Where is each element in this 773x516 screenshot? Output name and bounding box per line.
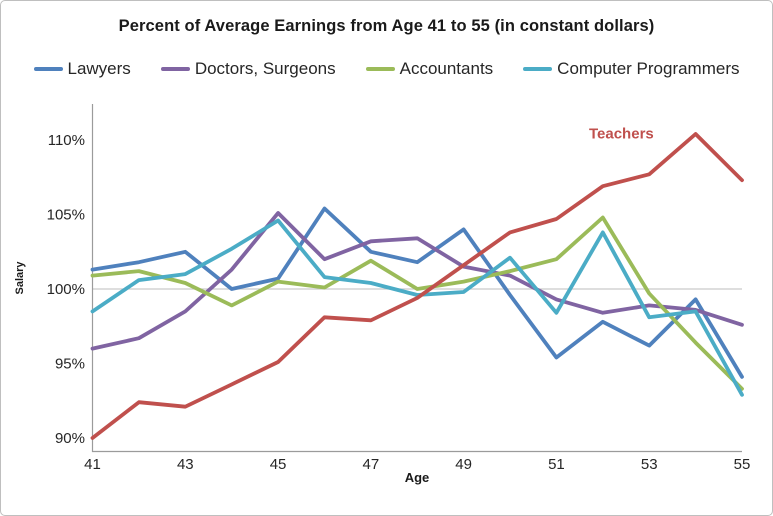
chart-title: Percent of Average Earnings from Age 41 … [118, 17, 655, 35]
x-tick-label: 51 [548, 456, 565, 473]
line-swatch-accountants-icon [365, 66, 395, 72]
series-line-doctors-surgeons [90, 211, 744, 351]
line-swatch-lawyers-icon [33, 66, 63, 72]
series-line-lawyers [90, 206, 744, 379]
legend-item-doctors-surgeons: Doctors, Surgeons [160, 59, 336, 79]
axis-lines [91, 104, 742, 453]
x-tick-label: 41 [84, 456, 101, 473]
y-tick-label: 90% [55, 430, 85, 447]
legend-item-lawyers: Lawyers [33, 59, 131, 79]
series-line-computer-programmers [90, 218, 744, 397]
x-tick-label: 47 [363, 456, 380, 473]
teachers-series-label: Teachers [589, 126, 654, 143]
x-tick-label: 55 [734, 456, 751, 473]
x-tick-label: 45 [270, 456, 287, 473]
line-swatch-programmers-icon [523, 66, 553, 72]
y-tick-label: 95% [55, 356, 85, 373]
chart-legend: Lawyers Doctors, Surgeons Accountants Co… [1, 59, 772, 79]
y-tick-label: 100% [47, 281, 85, 298]
legend-item-accountants: Accountants [365, 59, 494, 79]
legend-label-lawyers: Lawyers [67, 59, 131, 78]
series-line-teachers [90, 132, 744, 440]
legend-label-accountants: Accountants [399, 59, 494, 78]
y-axis-title: Salary [14, 261, 26, 295]
x-tick-label: 43 [177, 456, 194, 473]
y-tick-label: 105% [47, 207, 85, 224]
x-tick-label: 53 [641, 456, 658, 473]
x-axis-title: Age [405, 470, 430, 485]
legend-item-computer-programmers: Computer Programmers [523, 59, 740, 79]
x-tick-label: 49 [455, 456, 472, 473]
line-swatch-doctors-icon [160, 66, 190, 72]
legend-label-doctors-surgeons: Doctors, Surgeons [194, 59, 336, 78]
y-tick-label: 110% [48, 132, 85, 149]
legend-label-computer-programmers: Computer Programmers [557, 59, 740, 78]
series-line-accountants [90, 215, 744, 391]
